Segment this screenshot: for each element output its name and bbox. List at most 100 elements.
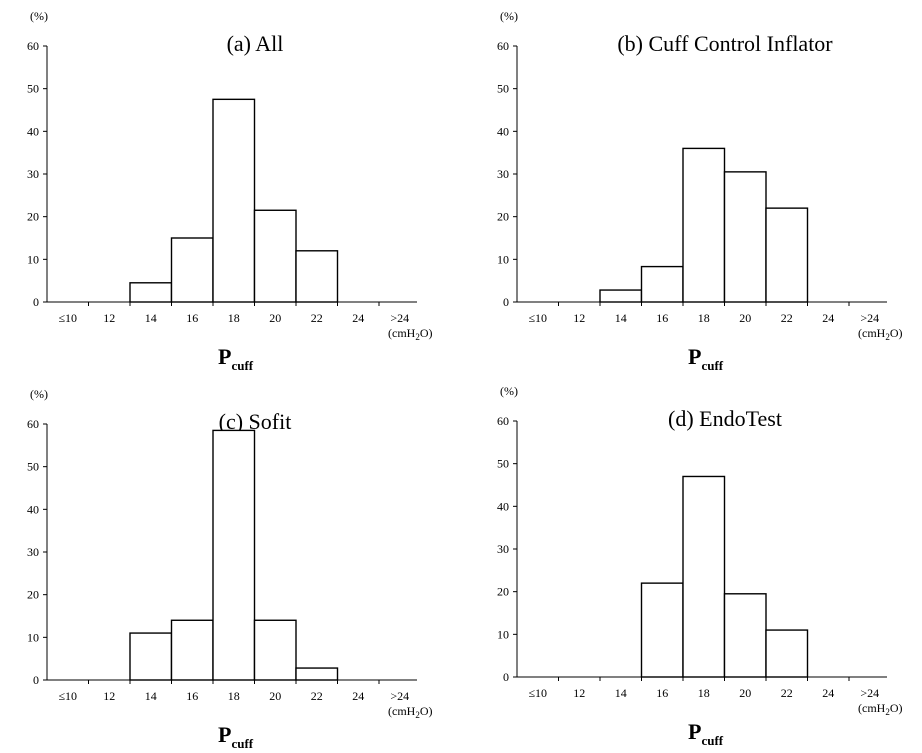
- x-axis-unit-label: (cmH2O): [388, 704, 433, 720]
- bar-endotest-14-16: [640, 582, 684, 678]
- chart-title: (d) EndoTest: [668, 406, 782, 431]
- x-tick-label: 16: [656, 686, 668, 700]
- y-tick-label: 50: [497, 457, 509, 471]
- y-tick-label: 40: [27, 502, 39, 516]
- y-tick-label: 30: [497, 542, 509, 556]
- x-tick-label: 22: [781, 311, 793, 325]
- y-tick-label: 20: [27, 210, 39, 224]
- y-tick-label: 50: [27, 460, 39, 474]
- x-tick-label: 18: [228, 689, 240, 703]
- bar-endotest-16-18: [682, 475, 726, 678]
- x-tick-label: 12: [573, 686, 585, 700]
- bar-endotest-20-22: [765, 629, 809, 678]
- x-tick-label: 18: [698, 686, 710, 700]
- x-tick-label: 20: [269, 311, 281, 325]
- y-tick-label: 30: [27, 167, 39, 181]
- bar-cuff-control-inflator-14-16: [640, 265, 684, 303]
- bar-cuff-control-inflator-16-18: [682, 147, 726, 303]
- x-axis-title: Pcuff: [218, 344, 254, 373]
- x-tick-label: ≤10: [528, 686, 547, 700]
- x-tick-label: 18: [228, 311, 240, 325]
- y-tick-label: 20: [497, 585, 509, 599]
- y-tick-label: 30: [27, 545, 39, 559]
- y-tick-label: 0: [503, 670, 509, 684]
- x-tick-label: 16: [186, 689, 198, 703]
- y-tick-label: 20: [27, 588, 39, 602]
- x-tick-label: ≤10: [58, 311, 77, 325]
- chart-panel-all: (%) (a) All 0 10 20 30 40 50 60 ≤10 12 14 16 18 20 22 24…: [0, 0, 461, 375]
- bar-endotest-18-20: [723, 593, 767, 678]
- x-tick-label: 18: [698, 311, 710, 325]
- x-axis-title: Pcuff: [688, 344, 724, 373]
- y-tick-label: 10: [27, 252, 39, 266]
- bar-cuff-control-inflator-20-22: [765, 207, 809, 303]
- x-tick-label: 24: [822, 311, 834, 325]
- chart-title: (a) All: [227, 31, 284, 56]
- x-tick-label: 20: [739, 686, 751, 700]
- y-axis-unit-label: (%): [500, 384, 518, 398]
- chart-svg-endotest: (%) (d) EndoTest 0 10 20 30 40 50 60 ≤10 12 14 16 18 2…: [497, 384, 903, 748]
- x-tick-label: 12: [573, 311, 585, 325]
- y-tick-label: 60: [27, 417, 39, 431]
- chart-svg-all: (%) (a) All 0 10 20 30 40 50 60 ≤10 12 14 16 18 20 22 24…: [27, 9, 433, 373]
- y-tick-label: 10: [497, 252, 509, 266]
- x-tick-label: 16: [186, 311, 198, 325]
- x-tick-label: 22: [781, 686, 793, 700]
- x-tick-label: 20: [739, 311, 751, 325]
- bar-sofit-18-20: [253, 619, 297, 681]
- bar-sofit-20-22: [295, 667, 339, 681]
- bar-sofit-16-18: [212, 429, 256, 681]
- x-tick-label: 16: [656, 311, 668, 325]
- x-axis-unit-label: (cmH2O): [858, 701, 903, 717]
- x-axis-title: Pcuff: [688, 719, 724, 748]
- x-tick-label: >24: [860, 311, 879, 325]
- y-axis-unit-label: (%): [30, 387, 48, 401]
- chart-title: (b) Cuff Control Inflator: [617, 31, 833, 56]
- x-tick-label: 24: [352, 689, 364, 703]
- x-tick-label: 20: [269, 689, 281, 703]
- x-tick-label: 12: [103, 311, 115, 325]
- y-tick-label: 60: [27, 39, 39, 53]
- y-tick-label: 10: [497, 627, 509, 641]
- x-tick-label: 24: [822, 686, 834, 700]
- bar-sofit-14-16: [170, 619, 214, 681]
- bar-cuff-control-inflator-12-14: [599, 289, 643, 303]
- bar-all-18-20: [253, 209, 297, 303]
- x-tick-label: ≤10: [58, 689, 77, 703]
- y-tick-label: 50: [497, 82, 509, 96]
- bar-cuff-control-inflator-18-20: [723, 171, 767, 303]
- y-tick-label: 10: [27, 630, 39, 644]
- bar-all-12-14: [129, 282, 173, 303]
- x-tick-label: ≤10: [528, 311, 547, 325]
- x-tick-label: 14: [145, 311, 157, 325]
- y-tick-label: 40: [497, 499, 509, 513]
- y-tick-label: 20: [497, 210, 509, 224]
- x-tick-label: 24: [352, 311, 364, 325]
- x-axis-title: Pcuff: [218, 722, 254, 751]
- x-tick-label: 22: [311, 689, 323, 703]
- y-tick-label: 60: [497, 39, 509, 53]
- y-tick-label: 40: [497, 124, 509, 138]
- y-tick-label: 40: [27, 124, 39, 138]
- bar-all-16-18: [212, 98, 256, 303]
- chart-panel-sofit: (%) (c) Sofit 0 10 20 30 40 50 60 ≤10 12 14 16 18 20 22…: [0, 378, 461, 753]
- chart-panel-endotest: (%) (d) EndoTest 0 10 20 30 40 50 60 ≤10 12 14 16 18 2…: [470, 375, 922, 750]
- y-tick-label: 0: [33, 673, 39, 687]
- x-tick-label: 14: [615, 686, 627, 700]
- x-tick-label: 14: [145, 689, 157, 703]
- x-tick-label: 12: [103, 689, 115, 703]
- x-axis-unit-label: (cmH2O): [388, 326, 433, 342]
- x-tick-label: 22: [311, 311, 323, 325]
- y-tick-label: 0: [503, 295, 509, 309]
- y-tick-label: 0: [33, 295, 39, 309]
- x-tick-label: >24: [390, 689, 409, 703]
- bar-all-20-22: [295, 250, 339, 303]
- y-tick-label: 60: [497, 414, 509, 428]
- x-tick-label: >24: [390, 311, 409, 325]
- y-axis-unit-label: (%): [500, 9, 518, 23]
- bar-all-14-16: [170, 237, 214, 303]
- y-axis-unit-label: (%): [30, 9, 48, 23]
- chart-panel-cuff-control-inflator: (%) (b) Cuff Control Inflator 0 10 20 30 40 50 6…: [470, 0, 922, 375]
- x-tick-label: 14: [615, 311, 627, 325]
